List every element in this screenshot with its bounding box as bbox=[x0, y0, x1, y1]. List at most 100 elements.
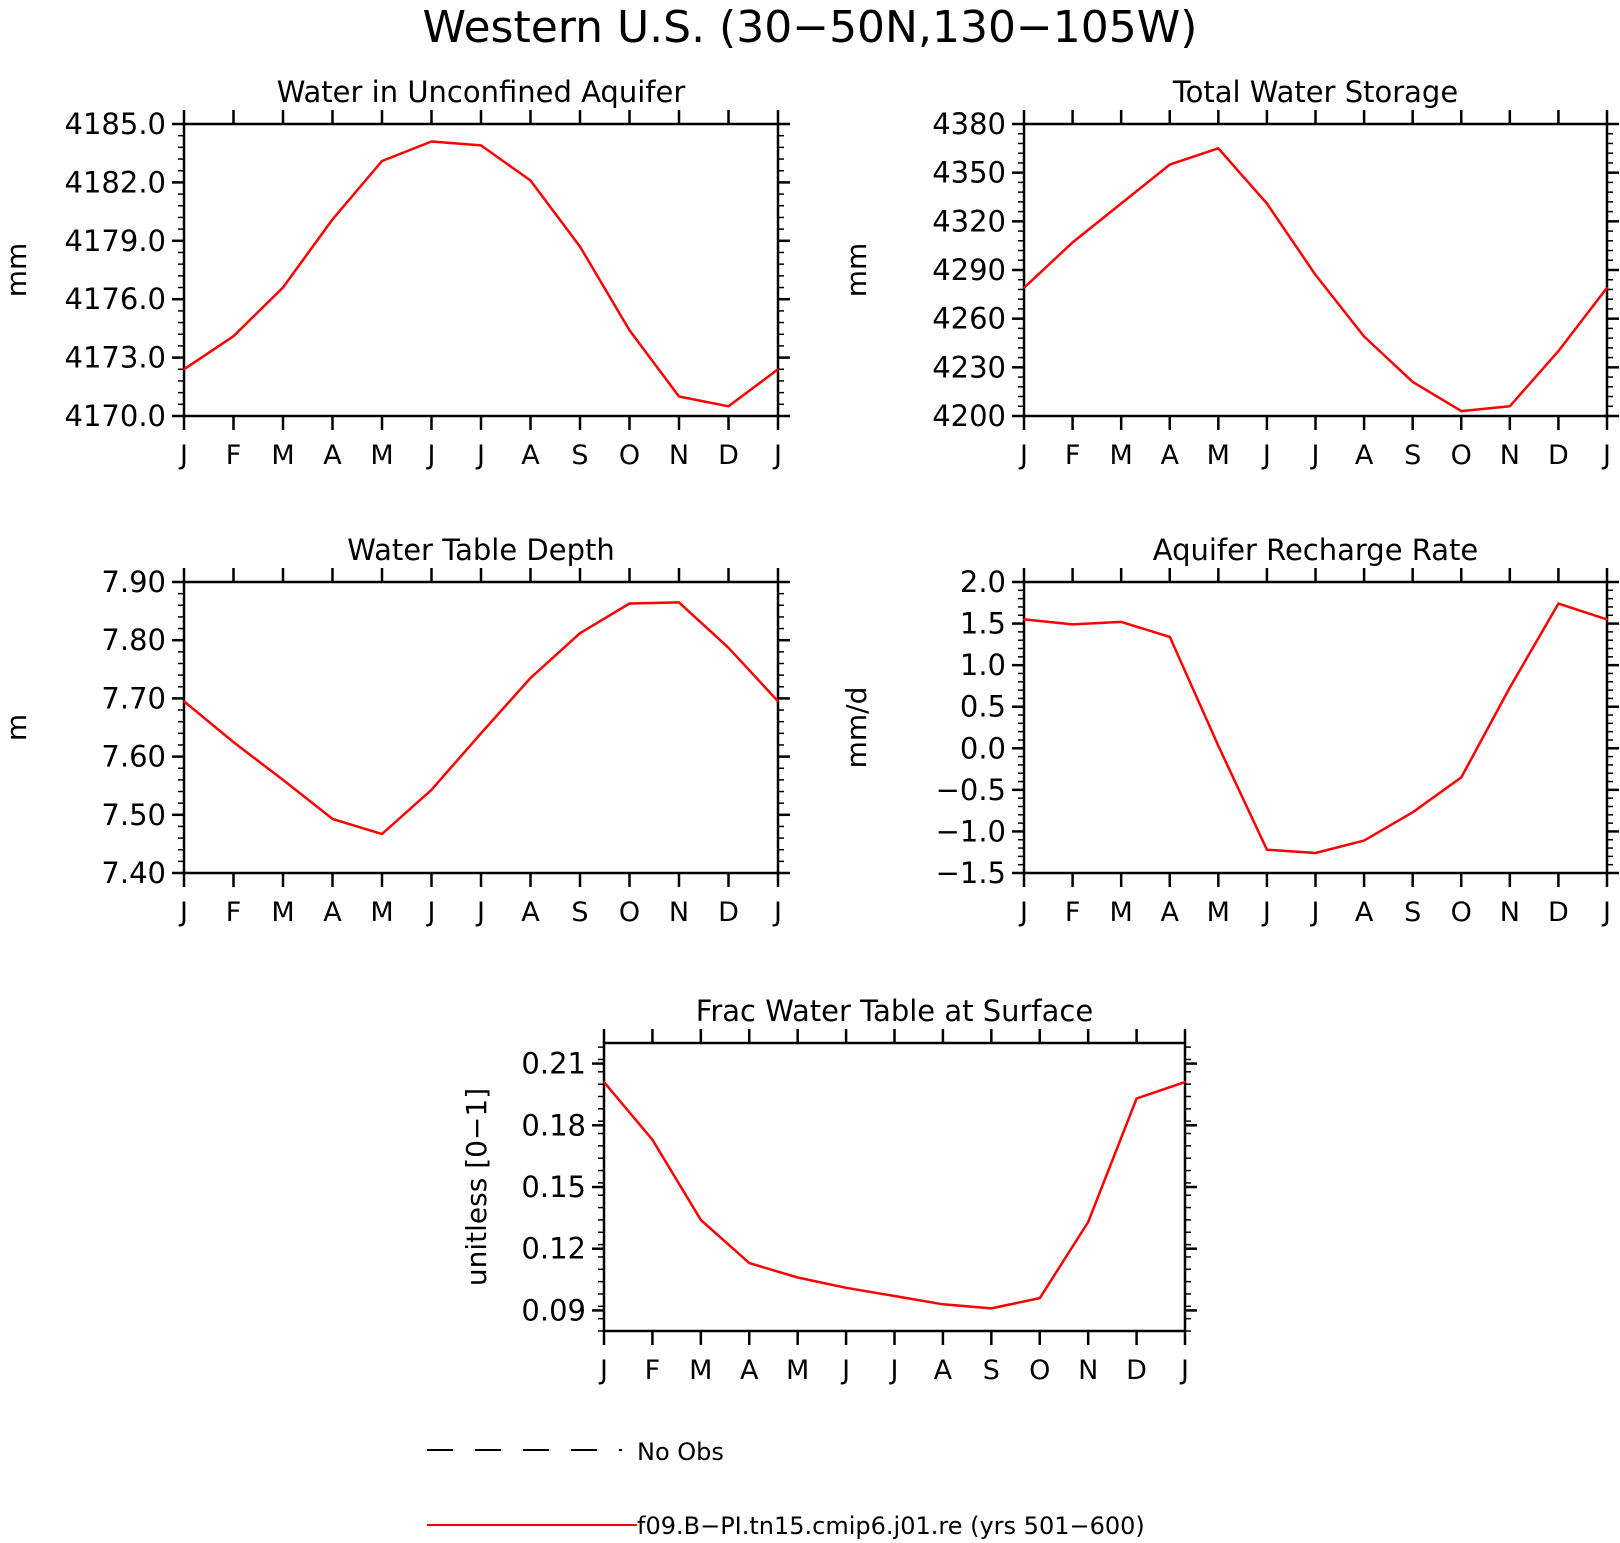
data-point bbox=[480, 732, 482, 735]
x-tick-label: O bbox=[1451, 440, 1472, 471]
data-point bbox=[1557, 350, 1560, 352]
x-tick-label: J bbox=[840, 1355, 850, 1386]
data-point bbox=[777, 700, 779, 703]
data-point bbox=[381, 160, 383, 162]
x-tick-label: S bbox=[1404, 440, 1421, 471]
x-tick-label: J bbox=[1261, 440, 1271, 471]
data-point bbox=[1266, 202, 1268, 205]
x-tick-label: O bbox=[619, 897, 640, 928]
data-point bbox=[678, 601, 680, 604]
x-tick-label: A bbox=[521, 440, 540, 471]
chart-title: Total Water Storage bbox=[1172, 75, 1458, 109]
data-point bbox=[628, 602, 631, 605]
x-tick-label: J bbox=[889, 1355, 899, 1386]
x-tick-label: J bbox=[426, 440, 436, 471]
x-tick-label: J bbox=[772, 897, 782, 928]
y-tick-label: 4260 bbox=[932, 302, 1006, 336]
y-tick-label: −1.0 bbox=[936, 814, 1006, 848]
x-tick-label: O bbox=[1451, 897, 1472, 928]
x-tick-label: J bbox=[426, 897, 436, 928]
x-tick-label: A bbox=[1355, 440, 1374, 471]
y-tick-label: 7.80 bbox=[101, 623, 166, 657]
data-point bbox=[628, 329, 631, 332]
series-line-1 bbox=[183, 140, 779, 408]
data-point bbox=[331, 818, 334, 820]
y-tick-label: 7.70 bbox=[101, 681, 166, 715]
x-tick-label: J bbox=[1601, 440, 1611, 471]
data-point bbox=[232, 741, 235, 743]
y-tick-label: 4230 bbox=[932, 350, 1006, 384]
x-tick-label: S bbox=[1404, 897, 1421, 928]
data-point bbox=[1135, 1097, 1138, 1100]
y-tick-label: 0.12 bbox=[521, 1232, 586, 1266]
data-point bbox=[990, 1307, 993, 1310]
y-tick-label: 7.90 bbox=[101, 565, 166, 599]
data-point bbox=[777, 368, 779, 371]
y-tick-label: 0.09 bbox=[521, 1293, 586, 1327]
data-point bbox=[1363, 839, 1365, 842]
x-tick-label: A bbox=[1161, 897, 1180, 928]
data-point bbox=[1266, 848, 1268, 851]
data-point bbox=[1606, 618, 1608, 621]
x-tick-label: D bbox=[718, 440, 739, 471]
x-tick-label: A bbox=[740, 1355, 759, 1386]
x-tick-label: J bbox=[1310, 897, 1320, 928]
y-tick-label: 0.21 bbox=[521, 1047, 586, 1081]
y-tick-label: 2.0 bbox=[960, 565, 1006, 599]
y-tick-label: 4380 bbox=[932, 107, 1006, 141]
data-point bbox=[282, 286, 284, 289]
x-tick-label: M bbox=[1110, 897, 1133, 928]
x-tick-label: F bbox=[645, 1355, 661, 1386]
x-tick-label: S bbox=[983, 1355, 1000, 1386]
x-tick-label: A bbox=[1355, 897, 1374, 928]
x-tick-label: S bbox=[571, 440, 588, 471]
x-tick-label: D bbox=[1548, 440, 1569, 471]
data-point bbox=[1606, 287, 1608, 289]
data-point bbox=[678, 395, 680, 398]
series-line-1 bbox=[1023, 602, 1608, 855]
y-tick-label: 0.0 bbox=[960, 731, 1006, 765]
data-point bbox=[529, 179, 532, 182]
data-point bbox=[1411, 381, 1414, 383]
y-tick-label: 1.5 bbox=[960, 607, 1006, 641]
data-point bbox=[1509, 405, 1511, 408]
x-tick-label: A bbox=[934, 1355, 953, 1386]
data-point bbox=[183, 368, 185, 371]
data-point bbox=[1168, 636, 1171, 638]
x-tick-label: N bbox=[1500, 440, 1520, 471]
y-tick-label: −1.5 bbox=[936, 856, 1006, 890]
data-point bbox=[331, 218, 334, 221]
plot-frame bbox=[182, 580, 780, 875]
data-point bbox=[1168, 163, 1171, 166]
plot-frame bbox=[1022, 122, 1609, 418]
x-tick-label: F bbox=[226, 897, 242, 928]
chart-panel-5: Frac Water Table at Surface unitless [0−1… bbox=[460, 994, 1197, 1386]
x-tick-label: N bbox=[1078, 1355, 1098, 1386]
x-tick-label: M bbox=[1207, 897, 1230, 928]
data-point bbox=[796, 1276, 799, 1279]
data-point bbox=[1217, 147, 1220, 150]
plot-frame bbox=[1022, 580, 1609, 875]
x-tick-label: M bbox=[1207, 440, 1230, 471]
y-axis-label: unitless [0−1] bbox=[460, 1088, 493, 1286]
y-tick-label: 7.60 bbox=[101, 740, 166, 774]
data-point bbox=[1120, 202, 1122, 205]
y-tick-label: 4320 bbox=[932, 204, 1006, 238]
x-tick-label: M bbox=[370, 897, 393, 928]
data-point bbox=[1314, 852, 1317, 854]
x-tick-label: J bbox=[1018, 440, 1028, 471]
x-tick-label: J bbox=[178, 440, 188, 471]
x-tick-label: J bbox=[598, 1355, 608, 1386]
legend-obs-label: No Obs bbox=[637, 1438, 724, 1466]
data-point bbox=[430, 140, 433, 143]
data-point bbox=[282, 779, 284, 781]
x-tick-label: O bbox=[1029, 1355, 1050, 1386]
y-tick-label: 0.18 bbox=[521, 1108, 586, 1142]
data-point bbox=[727, 405, 730, 408]
data-point bbox=[727, 646, 730, 649]
plot-frame bbox=[602, 1041, 1187, 1333]
data-point bbox=[381, 833, 383, 835]
